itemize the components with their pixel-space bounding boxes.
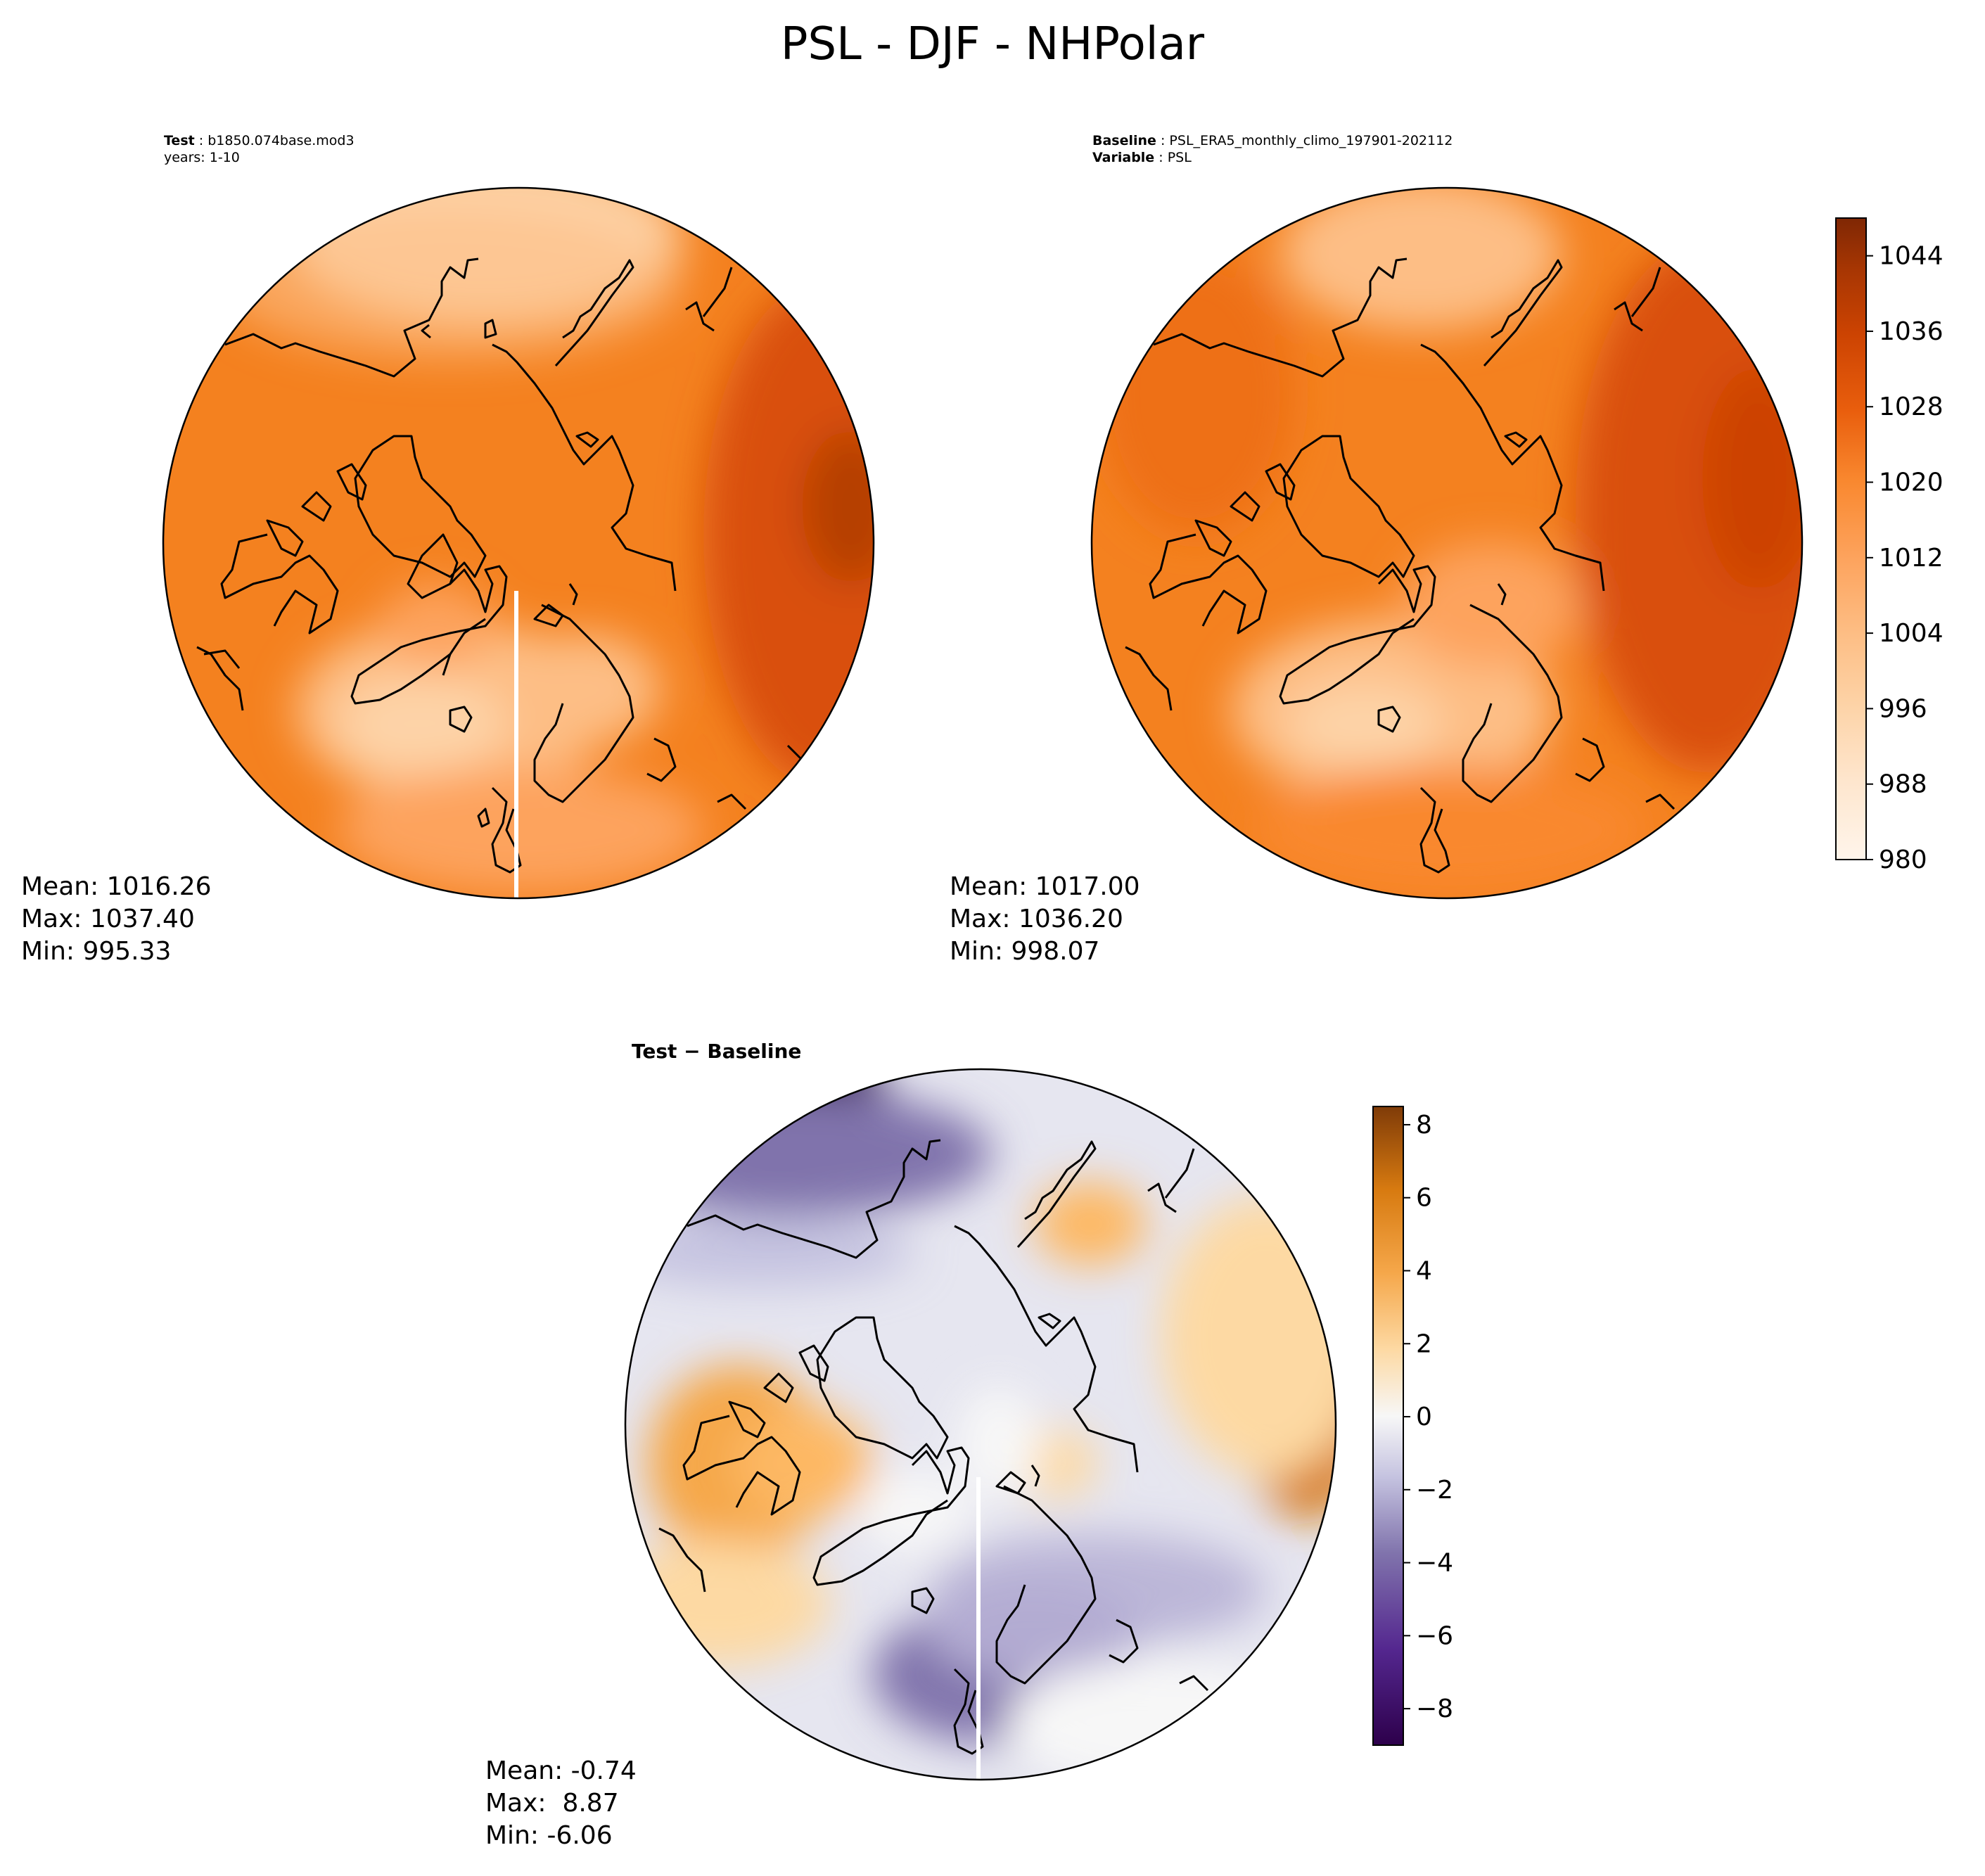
test-stats: Mean: 1016.26 Max: 1037.40 Min: 995.33 (21, 871, 212, 968)
diff-colorbar-tick-label: 2 (1416, 1329, 1432, 1358)
psl-colorbar-tick-label: 1004 (1879, 619, 1943, 648)
test-label: Test : b1850.074base.mod3 years: 1-10 (164, 133, 355, 165)
baseline-mean: Mean: 1017.00 (950, 872, 1140, 901)
diff-colorbar-tick-label: 8 (1416, 1111, 1432, 1140)
test-label-key: Test (164, 133, 195, 148)
psl-colorbar-tick-label: 980 (1879, 846, 1927, 874)
diff-colorbar-tick-label: −4 (1416, 1549, 1453, 1578)
psl-colorbar-tick-label: 1036 (1879, 317, 1943, 346)
diff-colorbar-tick-label: 0 (1416, 1403, 1432, 1431)
psl-colorbar-tick-label: 1020 (1879, 468, 1943, 497)
test-max: Max: 1037.40 (21, 905, 195, 933)
test-mean: Mean: 1016.26 (21, 872, 212, 901)
baseline-stats: Mean: 1017.00 Max: 1036.20 Min: 998.07 (950, 871, 1140, 968)
test-label-value: b1850.074base.mod3 (208, 133, 355, 148)
diff-colorbar-bar (1372, 1106, 1404, 1746)
baseline-label: Baseline : PSL_ERA5_monthly_climo_197901… (1092, 133, 1453, 165)
diff-min: Min: -6.06 (485, 1821, 613, 1850)
diff-colorbar: −8 −6 −4 −2 0 2 4 6 8 (1372, 1106, 1453, 1746)
diff-colorbar-tick-label: 6 (1416, 1184, 1432, 1213)
baseline-variable-value: PSL (1167, 150, 1192, 165)
diff-colorbar-tick-label: −6 (1416, 1621, 1453, 1650)
diff-colorbar-tick-label: 4 (1416, 1256, 1432, 1285)
diff-stats: Mean: -0.74 Max: 8.87 Min: -6.06 (485, 1755, 637, 1852)
psl-colorbar-tick-label: 1012 (1879, 544, 1943, 573)
psl-colorbar-tick-label: 996 (1879, 694, 1927, 723)
psl-colorbar: 980 988 996 1004 1012 1020 1028 1036 1044 (1835, 217, 1943, 874)
diff-map (624, 1068, 1337, 1781)
psl-colorbar-tick-label: 988 (1879, 770, 1927, 799)
baseline-min: Min: 998.07 (950, 937, 1100, 966)
diff-title: Test − Baseline (632, 1040, 802, 1063)
diff-colorbar-tick-label: −8 (1416, 1695, 1453, 1723)
diff-colorbar-tick-label: −2 (1416, 1476, 1453, 1505)
baseline-max: Max: 1036.20 (950, 905, 1123, 933)
test-min: Min: 995.33 (21, 937, 172, 966)
baseline-variable-key: Variable (1092, 150, 1155, 165)
psl-colorbar-tick-label: 1028 (1879, 393, 1943, 421)
baseline-label-value: PSL_ERA5_monthly_climo_197901-202112 (1169, 133, 1453, 148)
psl-colorbar-tick-label: 1044 (1879, 242, 1943, 271)
baseline-label-key: Baseline (1092, 133, 1156, 148)
diff-max: Max: 8.87 (485, 1789, 619, 1818)
diff-mean: Mean: -0.74 (485, 1756, 637, 1785)
psl-colorbar-bar (1835, 217, 1867, 860)
figure-title: PSL - DJF - NHPolar (780, 18, 1205, 70)
test-map (162, 186, 875, 900)
baseline-map (1090, 186, 1804, 900)
test-years: years: 1-10 (164, 150, 240, 165)
